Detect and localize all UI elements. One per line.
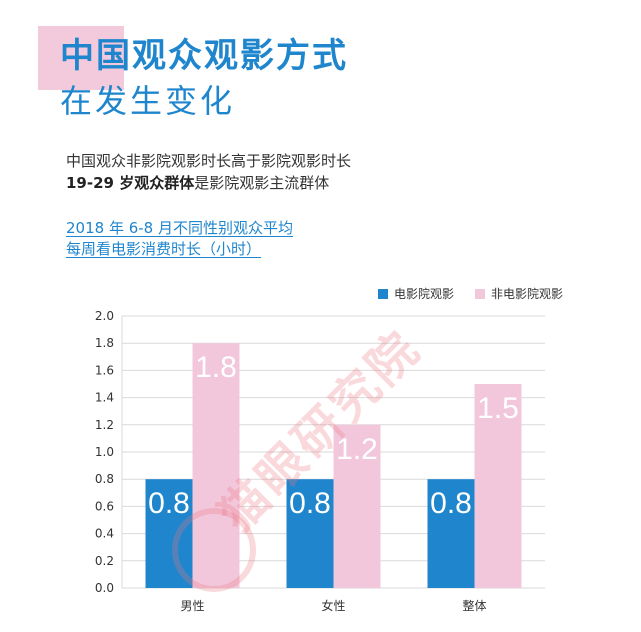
bar-cinema bbox=[286, 479, 334, 588]
y-tick-label: 1.2 bbox=[95, 418, 114, 432]
y-tick-label: 0.0 bbox=[95, 581, 114, 595]
watermark-logo bbox=[172, 508, 256, 592]
y-tick-label: 1.4 bbox=[95, 391, 114, 405]
x-category-label: 男性 bbox=[180, 599, 204, 613]
description-rest: 是影院观影主流群体 bbox=[194, 174, 330, 192]
y-tick-label: 1.0 bbox=[95, 445, 114, 459]
bar-value-label: 1.8 bbox=[195, 351, 237, 384]
y-tick-label: 0.6 bbox=[95, 499, 114, 513]
legend-label-noncinema: 非电影院观影 bbox=[491, 287, 563, 301]
description-line-2: 19-29 岁观众群体是影院观影主流群体 bbox=[66, 172, 329, 193]
bar-value-label: 0.8 bbox=[148, 487, 190, 520]
page-title: 中国观众观影方式 bbox=[60, 36, 348, 76]
y-tick-label: 0.2 bbox=[95, 554, 114, 568]
legend-swatch-noncinema bbox=[475, 289, 485, 299]
bar-value-label: 1.5 bbox=[477, 392, 519, 425]
bar-chart: 电影院观影 非电影院观影 0.0 0.2 0.4 0.6 0.8 1.0 1.2 1.4 1.6… bbox=[95, 287, 563, 613]
bar-value-label: 0.8 bbox=[289, 487, 331, 520]
page-subtitle: 在发生变化 bbox=[60, 82, 236, 120]
chart-caption-line-2: 每周看电影消费时长（小时） bbox=[66, 240, 262, 258]
description-line-1: 中国观众非影院观影时长高于影院观影时长 bbox=[66, 152, 352, 170]
chart-caption-line-1: 2018 年 6-8 月不同性别观众平均 bbox=[66, 219, 293, 237]
bar-cinema bbox=[427, 479, 475, 588]
y-tick-label: 1.8 bbox=[95, 336, 114, 350]
chart-legend: 电影院观影 非电影院观影 bbox=[378, 287, 563, 301]
title-accent-block bbox=[38, 26, 124, 90]
bar-noncinema bbox=[474, 384, 522, 588]
x-axis-categories: 男性 女性 整体 bbox=[180, 598, 486, 613]
legend-label-cinema: 电影院观影 bbox=[394, 287, 454, 301]
bar-value-label: 0.8 bbox=[430, 487, 472, 520]
bar-value-label: 1.2 bbox=[336, 433, 378, 466]
y-tick-label: 2.0 bbox=[95, 309, 114, 323]
y-tick-label: 0.4 bbox=[95, 527, 114, 541]
bar-noncinema bbox=[333, 424, 381, 588]
description-highlight: 19-29 岁观众群体 bbox=[66, 174, 195, 192]
y-axis-ticks: 0.0 0.2 0.4 0.6 0.8 1.0 1.2 1.4 1.6 1.8 2.0 bbox=[95, 309, 114, 595]
chart-bars: 0.81.80.81.20.81.5 bbox=[145, 343, 522, 588]
y-tick-label: 1.6 bbox=[95, 363, 114, 377]
x-category-label: 女性 bbox=[321, 598, 345, 613]
x-category-label: 整体 bbox=[462, 598, 486, 613]
legend-swatch-cinema bbox=[378, 289, 388, 299]
y-tick-label: 0.8 bbox=[95, 472, 114, 486]
